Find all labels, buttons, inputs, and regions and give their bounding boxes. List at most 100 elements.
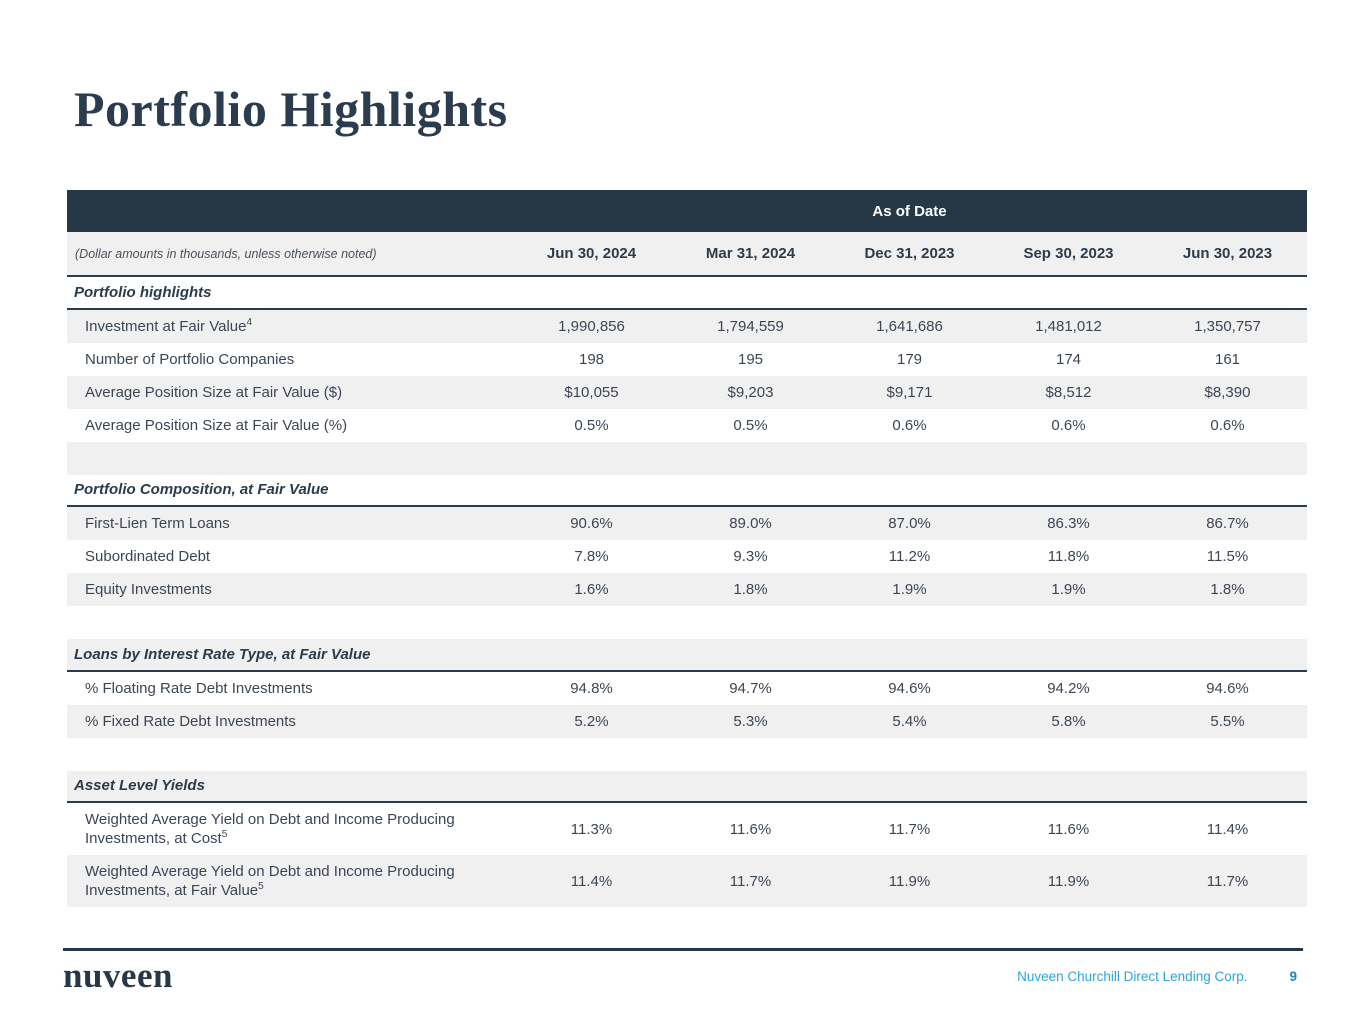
page-number: 9 xyxy=(1289,968,1297,984)
footnote-marker: 5 xyxy=(221,829,228,840)
cell-value: 5.5% xyxy=(1210,712,1245,730)
cell-value: 0.6% xyxy=(1051,416,1086,434)
row-label: % Floating Rate Debt Investments xyxy=(67,672,512,705)
footer-right: Nuveen Churchill Direct Lending Corp. 9 xyxy=(1017,969,1303,984)
cell-value: 1.9% xyxy=(892,581,927,598)
row-label: Average Position Size at Fair Value (%) xyxy=(67,409,512,442)
cell-value: 1,641,686 xyxy=(876,317,943,335)
cell-value: 89.0% xyxy=(729,515,772,532)
cell-value: 94.2% xyxy=(1047,679,1090,697)
cell-value: 5.4% xyxy=(892,712,927,730)
cell-value: 1,481,012 xyxy=(1035,317,1102,335)
row-label-text: Investment at Fair Value4 xyxy=(85,316,253,335)
section-title: Portfolio Composition, at Fair Value xyxy=(74,481,329,499)
cell-value: $10,055 xyxy=(564,383,619,401)
footer-content: nuveen Nuveen Churchill Direct Lending C… xyxy=(63,951,1303,995)
cell-value: 11.3% xyxy=(570,820,613,838)
highlights-table: As of Date (Dollar amounts in thousands,… xyxy=(67,190,1307,907)
row-label-text: Average Position Size at Fair Value (%) xyxy=(85,416,348,434)
cell-value: 1.8% xyxy=(1210,581,1245,598)
cell-value: 5.8% xyxy=(1051,712,1086,730)
cell-value: $9,171 xyxy=(886,383,933,401)
cell-value: 161 xyxy=(1214,350,1241,368)
cell-value: 0.5% xyxy=(733,416,768,434)
table-body: (Dollar amounts in thousands, unless oth… xyxy=(67,232,1307,907)
cell-value: $9,203 xyxy=(727,383,774,401)
cell-value: 195 xyxy=(737,350,764,368)
column-header-date-1: Mar 31, 2024 xyxy=(705,245,796,262)
table-row: Subordinated Debt 7.8% 9.3% 11.2% 11.8% 11.5% xyxy=(67,540,1307,573)
cell-value: 1,350,757 xyxy=(1194,317,1261,335)
cell-value: 9.3% xyxy=(733,548,768,565)
cell-value: 11.5% xyxy=(1206,548,1249,565)
row-label: Investment at Fair Value4 xyxy=(67,310,512,343)
cell-value: 0.6% xyxy=(1210,416,1245,434)
row-label-text: Number of Portfolio Companies xyxy=(85,350,295,368)
row-label-text: Subordinated Debt xyxy=(85,548,211,565)
spacer-row xyxy=(67,738,1307,771)
cell-value: $8,512 xyxy=(1045,383,1092,401)
cell-value: 1.9% xyxy=(1051,581,1086,598)
cell-value: 1.6% xyxy=(574,581,609,598)
cell-value: 11.4% xyxy=(570,872,613,890)
table-row: % Floating Rate Debt Investments 94.8% 94.… xyxy=(67,672,1307,705)
table-row: Weighted Average Yield on Debt and Incom… xyxy=(67,855,1307,907)
as-of-date-banner: As of Date xyxy=(67,190,1307,232)
cell-value: 1,990,856 xyxy=(558,317,625,335)
section-header: Portfolio Composition, at Fair Value xyxy=(67,475,1307,507)
cell-value: 11.7% xyxy=(729,872,772,890)
row-label: First-Lien Term Loans xyxy=(67,507,512,540)
cell-value: 11.7% xyxy=(888,820,931,838)
cell-value: 5.3% xyxy=(733,712,768,730)
table-row: First-Lien Term Loans 90.6% 89.0% 87.0% 86.3… xyxy=(67,507,1307,540)
row-label: Equity Investments xyxy=(67,573,512,606)
section-header: Loans by Interest Rate Type, at Fair Val… xyxy=(67,639,1307,672)
row-label: % Fixed Rate Debt Investments xyxy=(67,705,512,738)
cell-value: 198 xyxy=(578,350,605,368)
cell-value: 86.3% xyxy=(1047,515,1090,532)
cell-value: 11.2% xyxy=(888,548,931,565)
row-label: Number of Portfolio Companies xyxy=(67,343,512,376)
cell-value: 94.8% xyxy=(570,679,613,697)
nuveen-logo: nuveen xyxy=(63,956,173,995)
banner-empty-cell xyxy=(67,190,512,232)
table-row: % Fixed Rate Debt Investments 5.2% 5.3% 5.4… xyxy=(67,704,1307,738)
cell-value: $8,390 xyxy=(1204,383,1251,401)
page-title: Portfolio Highlights xyxy=(74,81,508,137)
column-header-date-3: Sep 30, 2023 xyxy=(1023,245,1114,262)
cell-value: 174 xyxy=(1055,350,1082,368)
column-header-date-2: Dec 31, 2023 xyxy=(864,245,955,262)
table-row: Weighted Average Yield on Debt and Incom… xyxy=(67,803,1307,855)
footer-divider xyxy=(63,948,1303,951)
row-label-text: Average Position Size at Fair Value ($) xyxy=(85,383,343,401)
row-label-text: Weighted Average Yield on Debt and Incom… xyxy=(85,811,455,847)
cell-value: 0.6% xyxy=(892,416,927,434)
footer-company-name: Nuveen Churchill Direct Lending Corp. xyxy=(1017,968,1248,984)
row-label-text: % Fixed Rate Debt Investments xyxy=(85,712,296,730)
section-title: Asset Level Yields xyxy=(74,777,205,795)
cell-value: 94.6% xyxy=(888,679,931,697)
table-row: Average Position Size at Fair Value ($) $… xyxy=(67,375,1307,409)
cell-value: 11.7% xyxy=(1206,872,1249,890)
dollar-amounts-note: (Dollar amounts in thousands, unless oth… xyxy=(75,246,377,261)
table-row: Investment at Fair Value4 1,990,856 1,794,… xyxy=(67,309,1307,343)
cell-value: 11.9% xyxy=(888,872,931,890)
column-header-row: (Dollar amounts in thousands, unless oth… xyxy=(67,232,1307,277)
cell-value: 0.5% xyxy=(574,416,609,434)
cell-value: 5.2% xyxy=(574,712,609,730)
row-label-text: Weighted Average Yield on Debt and Incom… xyxy=(85,863,455,899)
column-header-date-4: Jun 30, 2023 xyxy=(1182,245,1273,262)
footer: nuveen Nuveen Churchill Direct Lending C… xyxy=(63,948,1303,995)
cell-value: 94.7% xyxy=(729,679,772,697)
column-header-date-0: Jun 30, 2024 xyxy=(546,245,637,262)
cell-value: 90.6% xyxy=(570,515,613,532)
footnote-marker: 4 xyxy=(246,316,253,328)
cell-value: 11.6% xyxy=(729,820,772,838)
row-label: Subordinated Debt xyxy=(67,540,512,573)
section-header: Portfolio highlights xyxy=(67,277,1307,310)
row-label: Weighted Average Yield on Debt and Incom… xyxy=(67,855,512,907)
footnote-marker: 5 xyxy=(258,881,264,892)
cell-value: 1.8% xyxy=(733,581,768,598)
row-label-text: % Floating Rate Debt Investments xyxy=(85,679,313,697)
